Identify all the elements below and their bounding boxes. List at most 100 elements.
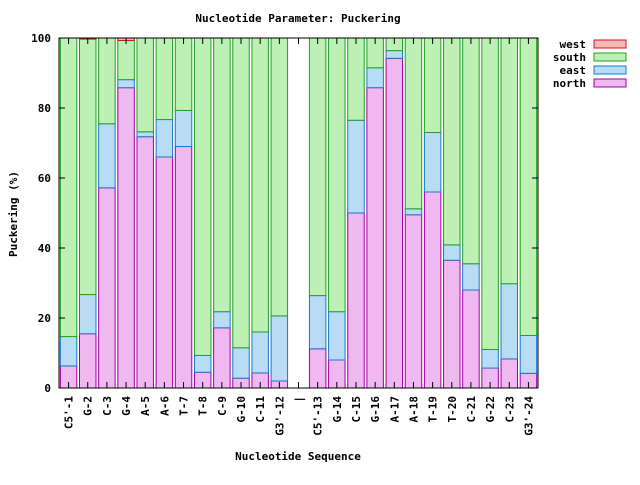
bar-north-17: [366, 87, 384, 389]
y-tick-label-20: 20: [38, 312, 51, 325]
bar-north-7: [174, 146, 193, 389]
legend-swatch-east: [593, 65, 627, 75]
bar-south-4: [117, 39, 135, 81]
bar-north-2: [79, 333, 97, 389]
bar-east-16: [347, 119, 365, 214]
x-tick-label-6: A-6: [158, 396, 171, 416]
legend-swatch-south: [593, 52, 627, 62]
bar-east-25: [519, 335, 538, 374]
axes-group: 0 20 40 60 80 100 C5'-1 G-2 C-3 G-4 A-5 A-6 T-7 T-8 C-…: [31, 32, 539, 436]
bar-north-20: [423, 191, 442, 389]
bar-south-25: [519, 37, 538, 336]
x-tick-label-3: C-3: [101, 396, 114, 416]
bar-north-22: [462, 289, 480, 389]
bar-east-5: [136, 131, 154, 138]
legend-label-east: east: [560, 64, 587, 77]
x-tick-label-2: G-2: [82, 396, 95, 416]
bar-east-7: [174, 109, 193, 147]
x-tick-label-18: A-17: [388, 396, 401, 423]
bar-north-4: [117, 87, 135, 389]
bar-north-16: [347, 212, 365, 389]
bar-south-9: [213, 37, 231, 313]
x-tick-label-5: A-5: [139, 396, 152, 416]
bar-east-8: [193, 354, 212, 373]
x-tick-label-7: T-7: [178, 396, 191, 416]
x-tick-label-16: C-15: [350, 396, 363, 423]
bar-north-3: [98, 187, 116, 389]
x-tick-label-4: G-4: [120, 396, 133, 416]
bar-south-5: [136, 37, 154, 133]
x-tick-label-10: G-10: [235, 396, 248, 423]
bar-east-6: [155, 119, 174, 158]
bar-north-21: [443, 259, 461, 389]
y-tick-label-80: 80: [38, 102, 51, 115]
bar-south-15: [328, 37, 346, 313]
bar-east-2: [79, 294, 97, 335]
y-tick-label-0: 0: [44, 382, 51, 395]
bar-south-21: [443, 37, 461, 246]
x-tick-label-19: A-18: [407, 396, 420, 423]
bar-east-12: [270, 315, 289, 382]
bar-south-20: [423, 37, 442, 133]
chart-title: Nucleotide Parameter: Puckering: [195, 12, 400, 25]
bar-south-23: [481, 37, 499, 350]
bar-south-12: [270, 37, 289, 317]
bar-east-19: [404, 208, 423, 216]
y-tick-label-60: 60: [38, 172, 51, 185]
bar-south-11: [251, 37, 269, 333]
x-tick-label-14: C5'-13: [312, 396, 325, 436]
bar-south-22: [462, 37, 480, 265]
x-tick-label-11: C-11: [254, 396, 267, 423]
bar-east-11: [251, 331, 269, 374]
bar-east-3: [98, 123, 116, 189]
bar-south-19: [404, 37, 423, 210]
x-tick-label-20: T-19: [427, 396, 440, 423]
x-tick-label-1: C5'-1: [63, 396, 76, 429]
bar-east-4: [117, 79, 135, 89]
bar-south-14: [308, 37, 327, 297]
bar-east-14: [308, 295, 327, 350]
bar-south-10: [232, 37, 250, 349]
legend-label-south: south: [553, 51, 586, 64]
x-tick-label-23: G-22: [484, 396, 497, 423]
bar-north-5: [136, 136, 154, 389]
bar-south-1: [59, 37, 78, 338]
bar-north-19: [404, 214, 423, 389]
bar-east-24: [500, 283, 518, 360]
x-axis-label: Nucleotide Sequence: [235, 450, 361, 463]
x-tick-label-22: C-21: [465, 396, 478, 423]
bar-south-2: [79, 38, 97, 296]
x-tick-label-9: C-9: [216, 396, 229, 416]
bar-east-23: [481, 349, 499, 369]
x-tick-label-17: G-16: [369, 396, 382, 423]
bar-east-15: [328, 311, 346, 361]
bar-south-6: [155, 37, 174, 121]
legend-label-west: west: [560, 38, 587, 51]
legend-label-north: north: [553, 77, 586, 90]
bar-south-24: [500, 37, 518, 285]
legend-swatch-north: [593, 78, 627, 88]
y-tick-label-40: 40: [38, 242, 51, 255]
bars-group: [59, 37, 538, 389]
x-tick-label-24: C-23: [503, 396, 516, 423]
x-tick-label-21: T-20: [446, 396, 459, 423]
bar-east-9: [213, 311, 231, 329]
bar-north-9: [213, 327, 231, 389]
bar-south-16: [347, 37, 365, 121]
bar-north-18: [385, 57, 404, 389]
x-tick-label-8: T-8: [197, 396, 210, 416]
bar-north-6: [155, 156, 174, 389]
bar-south-3: [98, 37, 116, 125]
bar-south-8: [193, 37, 212, 356]
y-axis-label: Puckering (%): [7, 171, 20, 257]
x-tick-label-13: |: [293, 396, 306, 403]
x-tick-label-12: G3'-12: [273, 396, 286, 436]
legend-swatch-west: [593, 39, 627, 49]
bar-east-18: [385, 50, 404, 59]
bar-south-7: [174, 37, 193, 111]
bar-east-20: [423, 132, 442, 193]
bar-east-10: [232, 347, 250, 379]
bar-east-1: [59, 336, 78, 367]
